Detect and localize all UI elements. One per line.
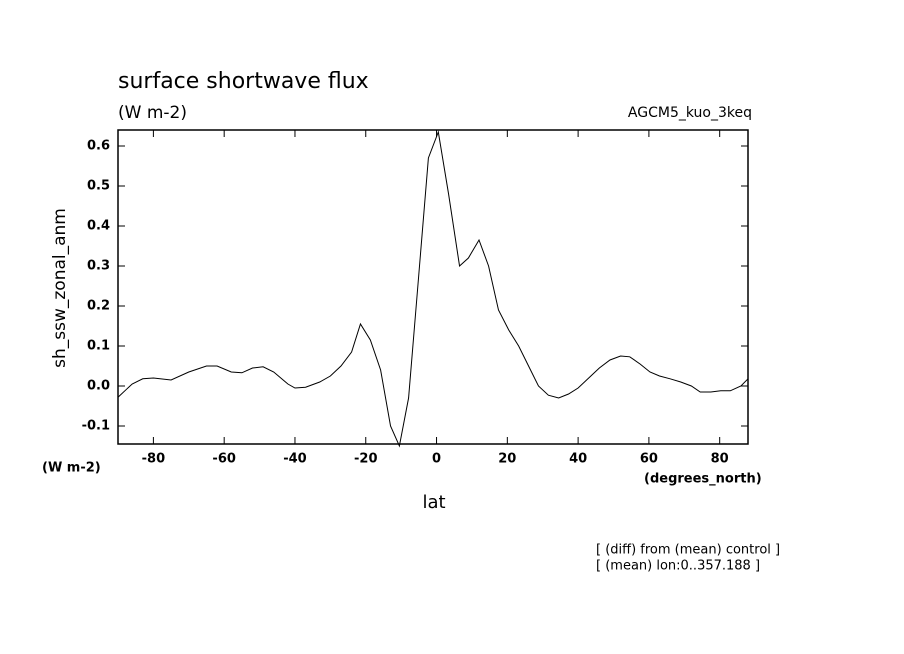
- note: [ (diff) from (mean) control ]: [596, 543, 780, 558]
- y-axis-label: sh_ssw_zonal_anm: [50, 208, 70, 368]
- y-tick-label: 0.0: [87, 379, 110, 394]
- note: [ (mean) lon:0..357.188 ]: [596, 559, 760, 574]
- y-tick-label: -0.1: [82, 419, 110, 434]
- x-tick-label: 80: [711, 452, 729, 467]
- x-tick-label: -40: [283, 452, 307, 467]
- x-tick-label: 40: [569, 452, 587, 467]
- y-tick-label: 0.6: [87, 139, 110, 154]
- x-tick-label: -80: [142, 452, 166, 467]
- chart-subtitle: (W m-2): [118, 103, 187, 123]
- x-tick-label: 0: [432, 452, 441, 467]
- plot-frame: [117, 129, 749, 445]
- y-tick-label: 0.5: [87, 179, 110, 194]
- data-line: [117, 130, 749, 448]
- chart-title: surface shortwave flux: [118, 69, 369, 94]
- y-unit: (W m-2): [42, 461, 101, 476]
- y-tick-label: 0.1: [87, 339, 110, 354]
- x-tick-label: -60: [212, 452, 236, 467]
- y-tick-label: 0.2: [87, 299, 110, 314]
- x-axis-label: lat: [422, 492, 445, 513]
- y-tick-label: 0.4: [87, 219, 110, 234]
- x-tick-label: -20: [354, 452, 378, 467]
- x-unit: (degrees_north): [644, 472, 762, 487]
- x-tick-label: 20: [498, 452, 516, 467]
- model-label: AGCM5_kuo_3keq: [628, 105, 752, 121]
- x-tick-label: 60: [640, 452, 658, 467]
- y-tick-label: 0.3: [87, 259, 110, 274]
